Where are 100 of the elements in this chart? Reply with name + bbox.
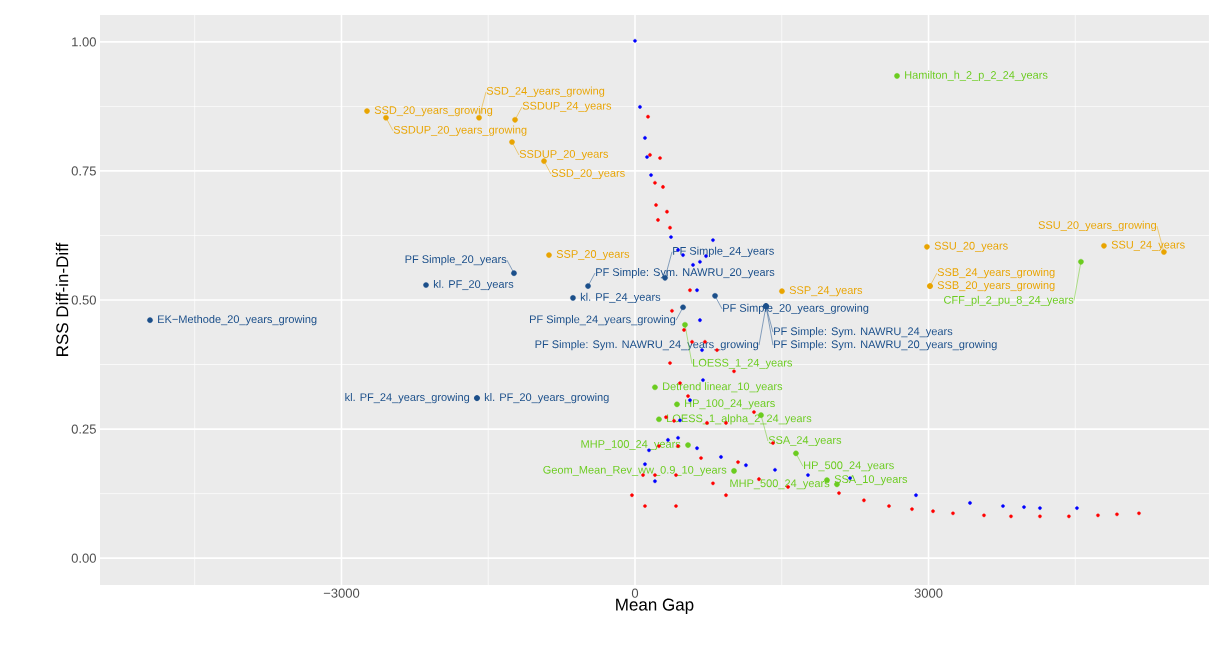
point: [669, 235, 673, 239]
point: [914, 493, 918, 497]
point: [646, 114, 650, 119]
point: [1038, 514, 1042, 519]
point: [668, 225, 672, 230]
annotation: kl. PF_20_years: [433, 279, 514, 291]
point: [779, 288, 785, 295]
point: [652, 384, 658, 391]
annotation: SSD_20_years_growing: [374, 105, 493, 117]
point: [509, 139, 515, 145]
annotation: EK−Methode_20_years_growing: [158, 315, 317, 326]
point: [676, 436, 680, 440]
annotation: kl. PF_20_years_growing: [484, 392, 609, 404]
point: [630, 493, 634, 497]
annotation: MHP_500_24_years: [730, 479, 830, 490]
point: [1022, 505, 1026, 509]
point: [364, 108, 370, 114]
annotation: HP_500_24_years: [804, 461, 894, 472]
point: [654, 203, 658, 207]
annotation: SSD_24_years_growing: [486, 86, 605, 97]
annotation: SSA_10_years: [834, 475, 908, 486]
point: [752, 410, 756, 414]
annotation: LOESS_1_24_years: [693, 358, 793, 369]
point: [1101, 242, 1107, 249]
point: [744, 463, 748, 468]
point: [862, 498, 866, 503]
point: [806, 473, 810, 477]
point: [1115, 512, 1119, 517]
annotation: SSDUP_20_years: [519, 150, 609, 160]
annotation: SSA_24_years: [768, 436, 842, 447]
y-tick-label: 0.75: [71, 166, 96, 176]
annotation: CFF_pl_2_pu_8_24_years: [944, 295, 1074, 306]
annotation: SSDUP_20_years_growing: [393, 125, 527, 136]
point: [894, 73, 900, 79]
annotation: Geom_Mean_Rev_ww_0.9_10_years: [543, 465, 727, 476]
y-tick-label: 0.25: [71, 424, 96, 434]
point: [924, 244, 930, 250]
point: [643, 504, 647, 508]
annotation: PF Simple_20_years: [405, 255, 507, 266]
point: [688, 288, 692, 292]
point: [1067, 514, 1071, 519]
point: [546, 252, 552, 258]
point: [656, 416, 662, 423]
point: [682, 321, 688, 328]
point: [653, 181, 657, 185]
point: [1001, 504, 1005, 508]
point: [1075, 506, 1079, 510]
y-tick-label: 1.00: [72, 37, 96, 47]
point: [633, 39, 637, 43]
point: [773, 468, 777, 472]
point: [643, 462, 647, 466]
point: [643, 136, 647, 140]
x-tick-label: 0: [631, 588, 639, 598]
y-tick-label: 0.50: [71, 295, 96, 305]
point: [968, 501, 972, 505]
point: [423, 282, 429, 288]
point: [695, 446, 699, 450]
annotation: SSP_20_years: [556, 250, 630, 261]
annotation: PF Simple: Sym. NAWRU_20_years_growing: [774, 340, 997, 351]
point: [931, 509, 935, 513]
point: [701, 378, 705, 382]
point: [982, 513, 986, 518]
point: [670, 309, 674, 313]
annotation: Hamilton_h_2_p_2_24_years: [905, 70, 1048, 82]
point: [658, 156, 662, 160]
point: [1078, 258, 1084, 265]
x-tick-label: 3000: [914, 588, 943, 598]
annotation: PF Simple_24_years_growing: [530, 315, 676, 326]
point: [674, 401, 680, 408]
point: [656, 218, 660, 222]
point: [570, 295, 576, 301]
point: [724, 493, 728, 497]
point: [910, 507, 914, 511]
annotation: SSB_20_years_growing: [937, 280, 1055, 292]
y-axis-title: RSS Diff-in-Diff: [55, 242, 69, 356]
annotation: SSDUP_24_years: [522, 101, 612, 112]
annotation: SSU_20_years_growing: [1038, 220, 1156, 232]
point: [1038, 506, 1042, 510]
point: [668, 361, 672, 365]
annotation: PF Simple: Sym. NAWRU_24_years: [774, 327, 953, 338]
point: [712, 293, 718, 299]
annotation: LOESS_1_alpha_2_24_years: [667, 414, 812, 425]
point: [698, 259, 702, 264]
annotation: SSD_20_years: [551, 169, 625, 180]
point: [661, 185, 665, 189]
annotation: kl. PF_24_years: [580, 292, 661, 304]
point: [695, 288, 699, 292]
point: [698, 318, 702, 322]
point: [674, 504, 678, 508]
point: [1137, 511, 1141, 516]
annotation: SSU_24_years: [1111, 240, 1185, 251]
point: [585, 283, 591, 289]
point: [682, 328, 686, 332]
point: [699, 456, 703, 460]
point: [685, 442, 691, 448]
annotation: PF Simple: Sym. NAWRU_24_years_growing: [535, 340, 759, 351]
point: [719, 455, 723, 459]
annotation: SSP_24_years: [789, 286, 863, 297]
point: [837, 491, 841, 495]
point: [887, 504, 891, 508]
